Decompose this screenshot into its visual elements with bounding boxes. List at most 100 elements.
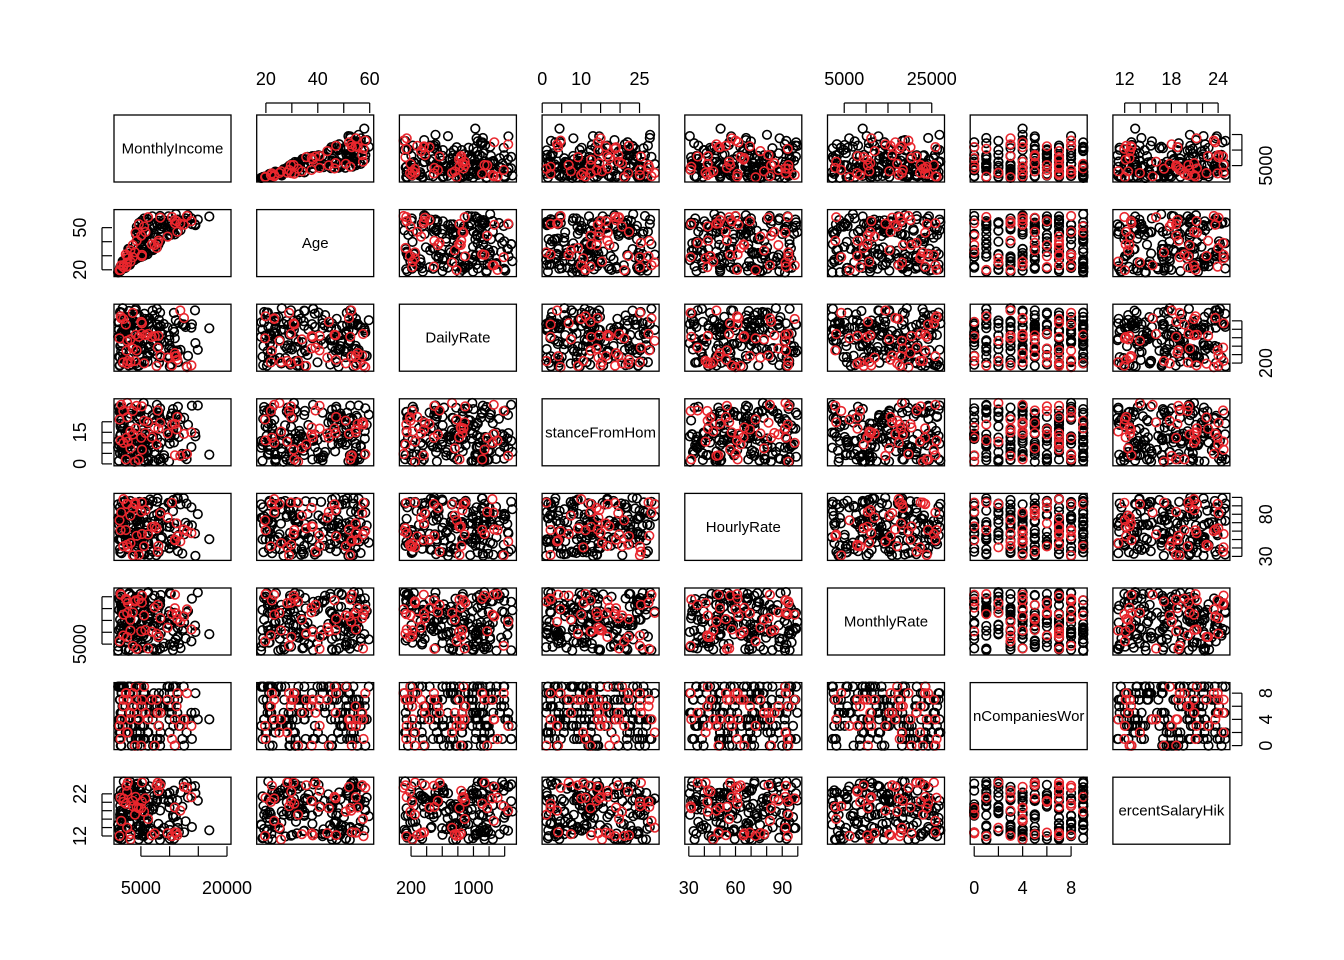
- points: [969, 209, 1089, 278]
- point-group-b: [692, 151, 703, 162]
- point-group-a: [431, 456, 442, 467]
- point-group-a: [363, 315, 374, 326]
- point-group-b: [572, 151, 584, 163]
- points: [113, 303, 215, 373]
- point-group-a: [493, 413, 504, 424]
- points: [541, 123, 660, 184]
- point-group-b: [593, 145, 604, 157]
- point-group-a: [257, 455, 268, 466]
- panel-MonthlyIncome-vs-DistanceFromHome: [541, 114, 660, 184]
- point-group-a: [468, 403, 479, 415]
- point-group-b: [764, 171, 775, 182]
- point-group-b: [545, 161, 556, 172]
- point-group-b: [284, 307, 295, 319]
- point-group-a: [470, 123, 481, 134]
- point-group-b: [604, 152, 615, 164]
- point-group-a: [863, 142, 874, 154]
- panel-Age-vs-MonthlyRate: [826, 208, 946, 278]
- point-group-b: [789, 313, 800, 325]
- point-group-b: [602, 163, 613, 174]
- panel-DailyRate-vs-MonthlyRate: [826, 303, 946, 373]
- point-group-a: [993, 135, 1004, 146]
- point-group-a: [644, 132, 655, 144]
- point-group-b: [724, 159, 736, 171]
- point-group-a: [873, 131, 884, 142]
- point-group-a: [574, 144, 585, 156]
- point-group-b: [780, 167, 791, 179]
- point-group-a: [864, 169, 875, 181]
- panel-MonthlyIncome-vs-NumCompaniesWorked: [969, 114, 1089, 184]
- panel-MonthlyIncome-vs-MonthlyIncome: MonthlyIncome: [113, 114, 232, 183]
- point-group-b: [732, 168, 743, 179]
- point-group-a: [784, 303, 795, 314]
- panel-frame: [684, 114, 803, 183]
- panel-MonthlyIncome-vs-DailyRate: [398, 114, 518, 184]
- point-group-b: [407, 169, 418, 181]
- point-group-b: [460, 159, 471, 171]
- point-group-b: [409, 163, 420, 174]
- point-group-b: [429, 162, 440, 174]
- points: [1112, 303, 1231, 373]
- points: [969, 303, 1089, 373]
- points: [541, 209, 660, 278]
- point-group-b: [576, 169, 587, 181]
- point-group-a: [993, 236, 1004, 247]
- panel-layer: MonthlyIncomeAgeDailyRatestanceFromHomHo…: [113, 114, 1231, 846]
- point-group-a: [612, 313, 623, 324]
- point-group-b: [714, 142, 725, 153]
- point-group-a: [585, 144, 596, 156]
- point-group-a: [445, 147, 456, 159]
- point-group-b: [428, 168, 439, 179]
- panel-DistanceFromHome-vs-Age: [256, 397, 375, 467]
- point-group-a: [918, 150, 930, 161]
- point-group-b: [492, 171, 503, 182]
- point-group-a: [1078, 209, 1089, 220]
- points: [541, 303, 660, 373]
- point-group-b: [331, 140, 342, 151]
- point-group-b: [446, 167, 458, 179]
- point-group-b: [498, 164, 509, 176]
- point-group-a: [568, 133, 579, 144]
- point-group-b: [409, 167, 421, 178]
- diagonal-box: [113, 114, 232, 183]
- point-group-b: [649, 335, 660, 346]
- points: [1112, 123, 1231, 184]
- point-group-b: [755, 145, 766, 157]
- point-group-b: [424, 142, 435, 153]
- point-group-a: [685, 415, 697, 426]
- points: [826, 303, 946, 373]
- point-group-a: [749, 153, 760, 164]
- points: [1112, 209, 1231, 278]
- point-group-b: [345, 161, 356, 172]
- panel-frame: [541, 114, 660, 183]
- point-group-a: [506, 163, 517, 174]
- point-group-a: [874, 357, 885, 368]
- point-group-a: [871, 153, 882, 164]
- point-group-a: [480, 139, 491, 151]
- point-group-a: [787, 142, 799, 154]
- point-group-b: [635, 151, 646, 162]
- point-group-a: [684, 130, 695, 142]
- point-group-b: [284, 164, 295, 176]
- point-group-a: [468, 143, 479, 154]
- point-group-a: [472, 169, 483, 181]
- point-group-b: [721, 162, 732, 174]
- panel-Age-vs-NumCompaniesWorked: [969, 208, 1089, 278]
- point-group-b: [565, 166, 576, 177]
- point-group-b: [836, 307, 847, 319]
- panel-MonthlyIncome-vs-HourlyRate: [684, 114, 803, 184]
- point-group-a: [873, 166, 885, 177]
- point-group-a: [709, 141, 720, 152]
- point-group-a: [419, 134, 430, 146]
- panel-Age-vs-DailyRate: [398, 208, 518, 278]
- point-group-a: [186, 400, 197, 411]
- point-group-b: [310, 151, 321, 162]
- point-group-a: [688, 138, 700, 149]
- point-group-a: [425, 140, 436, 151]
- point-group-b: [555, 135, 566, 146]
- point-group-b: [585, 160, 596, 171]
- point-group-b: [357, 149, 368, 161]
- point-group-b: [686, 161, 697, 172]
- point-group-b: [602, 150, 613, 162]
- variable-label: MonthlyIncome: [122, 141, 224, 158]
